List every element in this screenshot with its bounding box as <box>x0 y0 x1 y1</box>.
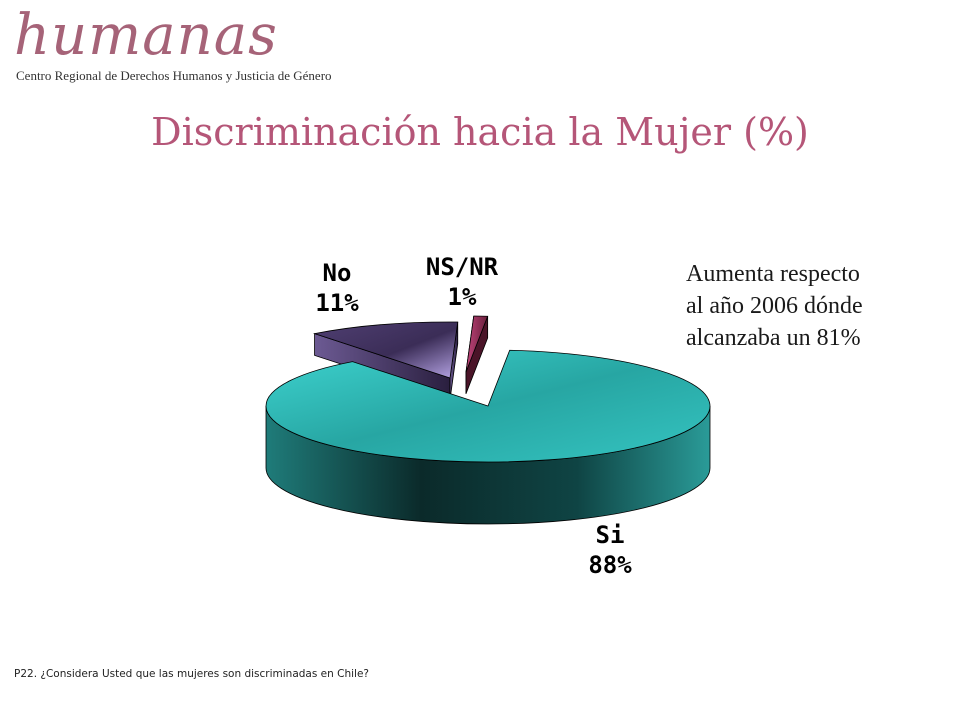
slice-nsnr-top <box>465 315 489 373</box>
slice-si-top <box>265 349 711 463</box>
slice-label-si: Si 88% <box>560 520 660 580</box>
slice-label-no: No 11% <box>292 258 382 318</box>
slice-no-top <box>312 321 459 379</box>
annotation-note: Aumenta respecto al año 2006 dónde alcan… <box>686 258 936 354</box>
slice-name-nsnr: NS/NR <box>425 253 499 281</box>
note-line-1: Aumenta respecto <box>686 261 860 287</box>
slice-name-no: No <box>322 259 352 287</box>
slice-si <box>265 349 711 525</box>
note-line-3: alcanzaba un 81% <box>686 325 861 351</box>
slice-label-nsnr: NS/NR 1% <box>406 252 518 312</box>
page-title: Discriminación hacia la Mujer (%) <box>151 110 809 154</box>
question-footnote: P22. ¿Considera Usted que las mujeres so… <box>14 668 369 680</box>
logo-wordmark: humanas <box>14 3 278 68</box>
slice-value-nsnr: 1% <box>447 283 477 311</box>
humanas-logo: humanas Centro Regional de Derechos Huma… <box>10 3 332 86</box>
slice-value-si: 88% <box>588 551 632 579</box>
slice-name-si: Si <box>595 521 625 549</box>
note-line-2: al año 2006 dónde <box>686 293 863 319</box>
slice-nsnr <box>465 315 489 394</box>
slice-value-no: 11% <box>315 289 359 317</box>
logo-subtitle: Centro Regional de Derechos Humanos y Ju… <box>16 68 332 83</box>
